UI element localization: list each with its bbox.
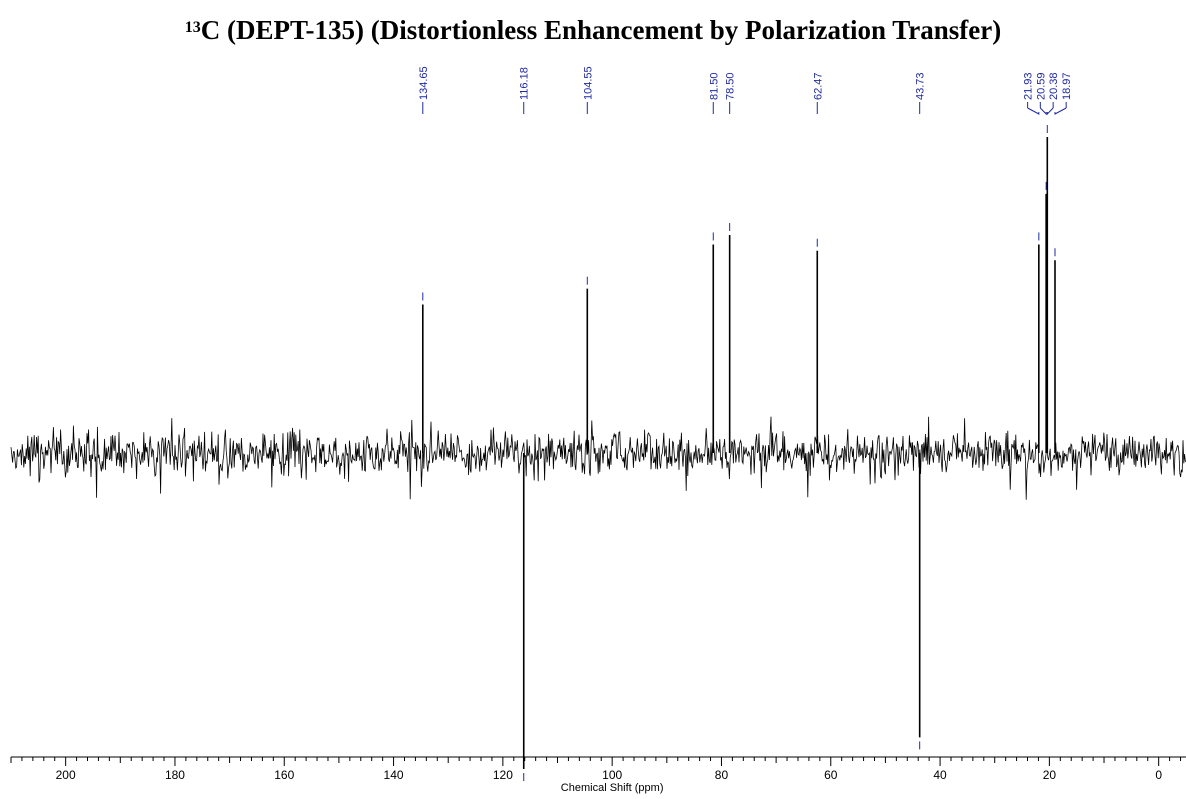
x-axis-ticks: 200 180 160 140 120 100 80 60 40 20 0 [10, 757, 1182, 782]
peaks [421, 125, 1056, 781]
peak-label-18.97: 18.97 [1061, 72, 1073, 100]
tick-label-20: 20 [1043, 768, 1057, 782]
peak-labels: 134.65 116.18 104.55 81.50 78.50 62.47 43.73 21… [418, 66, 1073, 116]
title-superscript: 13 [184, 19, 201, 36]
peak-label-134.65: 134.65 [418, 66, 430, 100]
label-connector-18.97 [1054, 107, 1067, 115]
tick-label-120: 120 [493, 768, 513, 782]
peak-label-43.73: 43.73 [915, 72, 927, 100]
title-main: C (DEPT-135) (Distortionless Enhancement… [200, 15, 1002, 45]
tick-label-80: 80 [715, 768, 729, 782]
tick-label-40: 40 [933, 768, 947, 782]
tick-label-160: 160 [274, 768, 294, 782]
tick-label-140: 140 [384, 768, 404, 782]
label-connector-21.93 [1027, 107, 1040, 115]
tick-label-200: 200 [56, 768, 76, 782]
tick-label-180: 180 [165, 768, 185, 782]
x-axis-title: Chemical Shift (ppm) [561, 782, 664, 794]
noise-trace [10, 416, 1186, 500]
tick-label-0: 0 [1155, 768, 1162, 782]
baseline-noise [10, 416, 1186, 500]
tick-label-60: 60 [824, 768, 838, 782]
chart-title: 13C (DEPT-135) (Distortionless Enhanceme… [0, 14, 1186, 46]
peak-label-20.59: 20.59 [1035, 72, 1047, 100]
peak-label-62.47: 62.47 [812, 72, 824, 100]
label-connector-20.38 [1046, 107, 1054, 116]
peak-label-116.18: 116.18 [519, 67, 531, 100]
tick-label-100: 100 [602, 768, 622, 782]
peak-label-78.50: 78.50 [725, 72, 737, 100]
peak-label-81.50: 81.50 [708, 72, 720, 100]
label-connector-20.59 [1039, 107, 1047, 116]
peak-label-104.55: 104.55 [582, 66, 594, 100]
peak-label-20.38: 20.38 [1048, 72, 1060, 100]
peak-label-21.93: 21.93 [1023, 72, 1035, 100]
